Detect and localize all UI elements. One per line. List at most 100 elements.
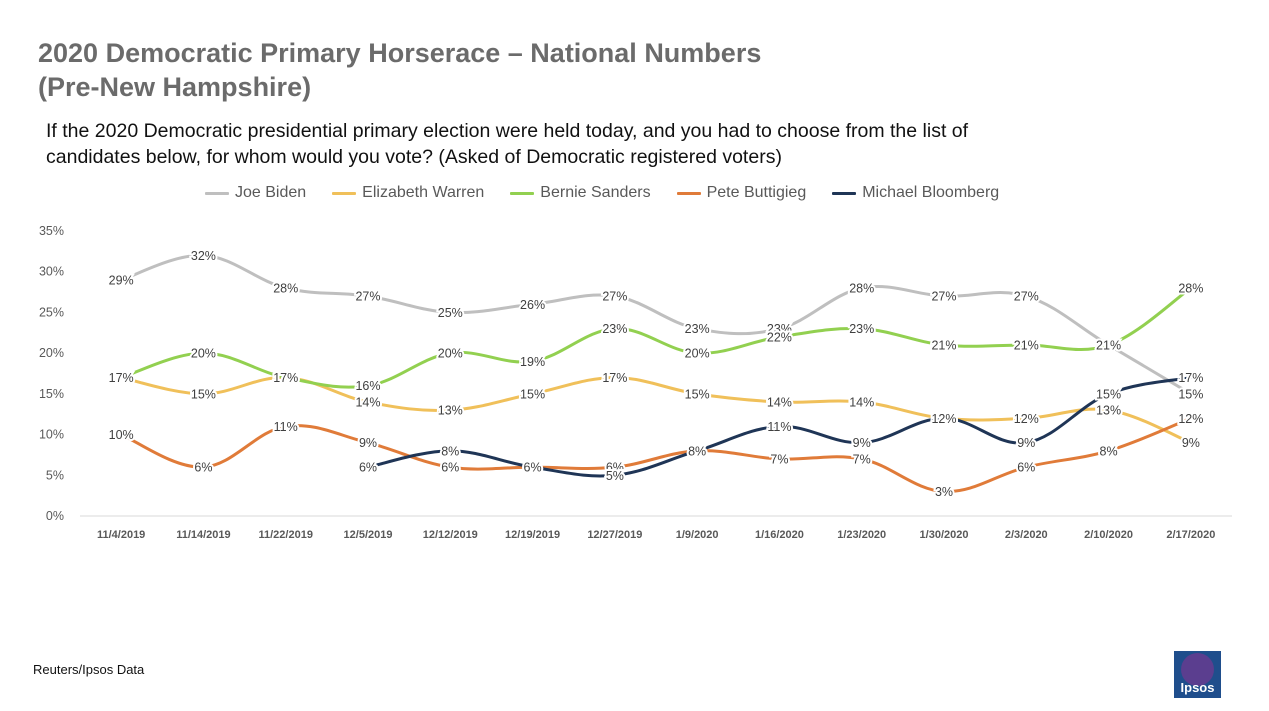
series-line-2 — [119, 286, 1193, 389]
data-label: 20% — [191, 347, 216, 361]
logo-text: Ipsos — [1180, 680, 1215, 695]
data-label: 17% — [1178, 371, 1203, 385]
data-label: 10% — [109, 428, 134, 442]
legend-item-3: Pete Buttigieg — [676, 184, 807, 202]
data-label: 8% — [441, 444, 459, 458]
legend-swatch — [205, 191, 229, 195]
data-label: 11% — [274, 420, 298, 434]
y-tick-label: 0% — [46, 509, 64, 523]
data-label: 15% — [685, 387, 710, 401]
data-label: 29% — [109, 273, 134, 287]
data-label: 16% — [355, 379, 380, 393]
data-label: 14% — [355, 396, 380, 410]
x-tick-label: 1/30/2020 — [920, 529, 969, 541]
data-label: 8% — [1100, 444, 1118, 458]
legend-item-0: Joe Biden — [205, 184, 306, 202]
data-label: 23% — [767, 322, 792, 336]
data-label: 6% — [194, 461, 212, 475]
series-line-3 — [119, 416, 1193, 494]
legend-swatch — [676, 191, 701, 195]
x-tick-label: 12/5/2019 — [344, 529, 393, 541]
data-label: 12% — [1178, 412, 1203, 426]
data-label: 7% — [770, 453, 788, 467]
data-label: 22% — [767, 330, 792, 344]
data-label: 15% — [1178, 387, 1203, 401]
data-label: 12% — [931, 412, 956, 426]
data-label: 27% — [1014, 290, 1039, 304]
data-label: 9% — [359, 436, 377, 450]
x-tick-label: 1/9/2020 — [676, 529, 719, 541]
data-label: 3% — [935, 485, 953, 499]
data-label: 28% — [1178, 282, 1203, 296]
data-label: 20% — [438, 347, 463, 361]
y-tick-label: 5% — [46, 468, 64, 482]
series-lines — [119, 253, 1193, 494]
data-label: 17% — [273, 371, 298, 385]
data-label: 6% — [359, 461, 377, 475]
legend-label: Joe Biden — [235, 184, 307, 201]
legend-swatch — [832, 191, 857, 195]
x-tick-label: 2/3/2020 — [1005, 529, 1048, 541]
data-label: 7% — [853, 453, 871, 467]
chart-title-line-2: (Pre-New Hampshire) — [38, 72, 312, 102]
chart-title: 2020 Democratic Primary Horserace – Nati… — [38, 36, 1138, 104]
chart-legend: Joe Biden Elizabeth Warren Bernie Sanders P… — [205, 183, 1025, 203]
x-tick-label: 11/4/2019 — [97, 529, 145, 541]
chart-question-line-1: If the 2020 Democratic presidential prim… — [46, 120, 969, 142]
y-tick-label: 35% — [39, 224, 64, 238]
y-tick-label: 20% — [39, 346, 64, 360]
data-label: 8% — [688, 444, 706, 458]
data-label: 11% — [767, 420, 791, 434]
x-tick-label: 11/14/2019 — [176, 529, 230, 541]
line-chart: 0% 5% 10% 15% 20% 25% 30% 35% 11/4/2019 11/14/201… — [39, 224, 1232, 541]
series-line-4 — [366, 376, 1193, 478]
x-tick-label: 2/10/2020 — [1084, 529, 1133, 541]
legend-item-1: Elizabeth Warren — [332, 184, 484, 202]
data-label: 21% — [1096, 339, 1121, 353]
legend-swatch — [332, 191, 357, 195]
legend-swatch — [510, 191, 535, 195]
legend-label: Pete Buttigieg — [706, 184, 807, 201]
data-label: 6% — [441, 461, 459, 475]
data-label: 19% — [520, 355, 545, 369]
data-label: 27% — [355, 290, 380, 304]
y-tick-label: 15% — [39, 387, 64, 401]
data-label: 14% — [849, 396, 874, 410]
data-label: 27% — [931, 290, 956, 304]
legend-label: Bernie Sanders — [540, 184, 651, 201]
data-label: 21% — [1014, 339, 1039, 353]
data-label: 6% — [524, 461, 542, 475]
data-label: 26% — [520, 298, 545, 312]
data-label: 13% — [438, 404, 463, 418]
chart-title-line-1: 2020 Democratic Primary Horserace – Nati… — [38, 38, 762, 68]
data-label: 9% — [1182, 436, 1200, 450]
data-label: 28% — [849, 282, 874, 296]
data-source-note: Reuters/Ipsos Data — [33, 662, 145, 677]
data-label: 12% — [931, 412, 956, 426]
data-label: 9% — [1017, 436, 1035, 450]
data-label: 8% — [688, 444, 706, 458]
data-label: 13% — [1096, 404, 1121, 418]
chart-question-line-2: candidates below, for whom would you vot… — [46, 146, 782, 168]
legend-item-4: Michael Bloomberg — [832, 184, 999, 202]
data-label: 25% — [438, 306, 463, 320]
data-label: 27% — [602, 290, 627, 304]
data-label: 23% — [685, 322, 710, 336]
y-tick-label: 25% — [39, 305, 64, 319]
data-label: 15% — [520, 387, 545, 401]
data-labels: 29% 32% 28% 27% 25% 26% 27% 23% 23% 28% 27% 27% 21% 1… — [107, 247, 1206, 501]
data-label: 5% — [606, 469, 624, 483]
data-label: 17% — [602, 371, 627, 385]
x-tick-label: 2/17/2020 — [1166, 529, 1215, 541]
data-label: 17% — [109, 371, 134, 385]
data-label: 6% — [524, 461, 542, 475]
legend-item-2: Bernie Sanders — [510, 184, 651, 202]
series-line-0 — [119, 253, 1193, 396]
y-tick-label: 10% — [39, 428, 64, 442]
ipsos-logo: Ipsos — [1174, 651, 1221, 698]
x-tick-label: 11/22/2019 — [258, 529, 312, 541]
x-tick-label: 12/27/2019 — [587, 529, 642, 541]
data-label: 6% — [606, 461, 624, 475]
data-label: 9% — [853, 436, 871, 450]
x-tick-label: 1/16/2020 — [755, 529, 804, 541]
